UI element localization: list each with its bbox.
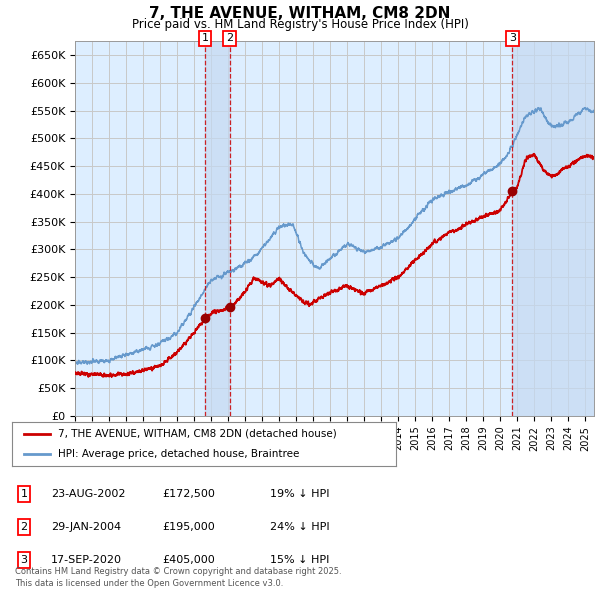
Text: Contains HM Land Registry data © Crown copyright and database right 2025.
This d: Contains HM Land Registry data © Crown c… bbox=[15, 567, 341, 588]
Text: 19% ↓ HPI: 19% ↓ HPI bbox=[270, 489, 329, 499]
Text: 3: 3 bbox=[20, 555, 28, 565]
Bar bbox=[205, 41, 230, 416]
Text: £172,500: £172,500 bbox=[162, 489, 215, 499]
Text: 24% ↓ HPI: 24% ↓ HPI bbox=[270, 522, 329, 532]
Text: £405,000: £405,000 bbox=[162, 555, 215, 565]
Text: 2: 2 bbox=[20, 522, 28, 532]
Text: Price paid vs. HM Land Registry's House Price Index (HPI): Price paid vs. HM Land Registry's House … bbox=[131, 18, 469, 31]
Text: 23-AUG-2002: 23-AUG-2002 bbox=[51, 489, 125, 499]
Text: 17-SEP-2020: 17-SEP-2020 bbox=[51, 555, 122, 565]
Text: 7, THE AVENUE, WITHAM, CM8 2DN (detached house): 7, THE AVENUE, WITHAM, CM8 2DN (detached… bbox=[58, 429, 337, 439]
Text: HPI: Average price, detached house, Braintree: HPI: Average price, detached house, Brai… bbox=[58, 449, 299, 459]
Text: 1: 1 bbox=[20, 489, 28, 499]
Bar bbox=[512, 41, 594, 416]
Text: 15% ↓ HPI: 15% ↓ HPI bbox=[270, 555, 329, 565]
Text: 3: 3 bbox=[509, 34, 516, 43]
Text: 29-JAN-2004: 29-JAN-2004 bbox=[51, 522, 121, 532]
Text: £195,000: £195,000 bbox=[162, 522, 215, 532]
Text: 1: 1 bbox=[202, 34, 209, 43]
Text: 7, THE AVENUE, WITHAM, CM8 2DN: 7, THE AVENUE, WITHAM, CM8 2DN bbox=[149, 6, 451, 21]
Text: 2: 2 bbox=[226, 34, 233, 43]
